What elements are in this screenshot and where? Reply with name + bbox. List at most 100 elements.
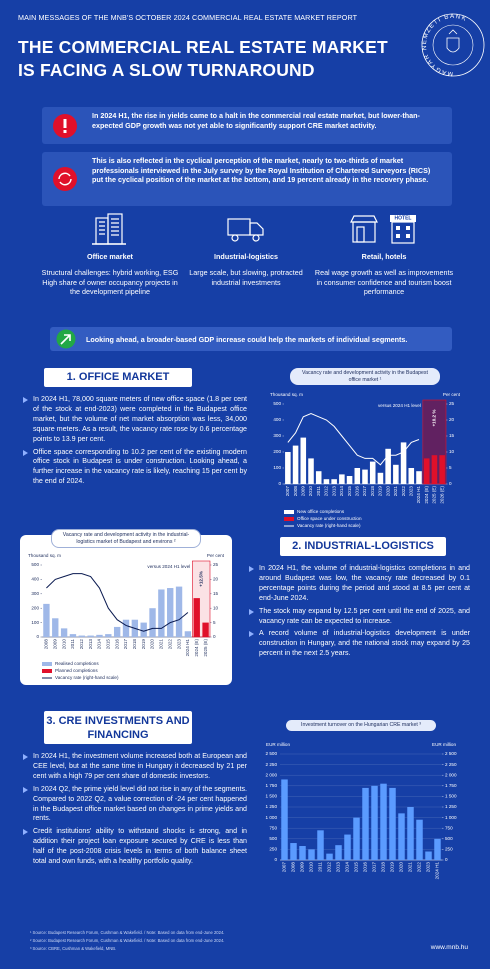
x-tick-label: 2015 bbox=[106, 639, 111, 650]
bar bbox=[331, 479, 337, 484]
y2-axis-label: Per cent bbox=[207, 553, 225, 558]
x-tick-label: 2020 bbox=[150, 639, 155, 650]
annotation-note: versus 2024 H1 level bbox=[378, 403, 421, 408]
segment-text: Structural challenges: hybrid working, E… bbox=[41, 268, 179, 297]
y-axis-label: Thousand sq. m bbox=[270, 392, 303, 397]
legend-label: Office space under construction bbox=[297, 516, 362, 521]
segment-title: Office market bbox=[87, 252, 133, 261]
bar bbox=[385, 448, 391, 484]
x-tick-label: 2008 bbox=[44, 639, 49, 650]
bar bbox=[377, 472, 384, 484]
bar bbox=[292, 445, 299, 484]
hotel-sign: HOTEL bbox=[395, 216, 412, 222]
bar bbox=[400, 442, 407, 484]
x-tick-label: 2024 H1 bbox=[185, 639, 190, 657]
chart-canvas: EUR million EUR million 0 250 500 750 1 000 1 2… bbox=[266, 742, 457, 880]
growth-icon bbox=[56, 329, 76, 349]
x-tick-label: 2008 bbox=[293, 486, 298, 497]
y-tick-label: 2 500 bbox=[266, 751, 278, 756]
bullet-list: In 2024 H1, the investment volume increa… bbox=[22, 752, 247, 870]
legend-label: Vacancy rate (right-hand scale) bbox=[55, 675, 119, 680]
segment: Industrial-logistics Large scale, but sl… bbox=[176, 252, 316, 287]
legend-label: New office completions bbox=[297, 509, 345, 514]
x-tick-label: 2010 bbox=[309, 862, 314, 873]
y-tick-label: 400 bbox=[273, 417, 281, 422]
bullet-list: In 2024 H1, 78,000 square meters of new … bbox=[22, 395, 247, 490]
segment-title: Retail, hotels bbox=[361, 252, 407, 261]
bar bbox=[193, 598, 200, 637]
bar bbox=[434, 838, 441, 860]
y2-tick-label: 5 bbox=[449, 465, 452, 470]
y-tick-label: 200 bbox=[31, 605, 39, 610]
x-tick-label: 2020 bbox=[385, 486, 390, 497]
footnote: ² Source: Budapest Research Forum, Cushm… bbox=[30, 938, 225, 943]
y-tick-label: 200 bbox=[273, 449, 281, 454]
message: In 2024 H1, the rise in yields came to a… bbox=[92, 111, 420, 130]
x-tick-label: 2018 bbox=[132, 639, 137, 650]
y-tick-label: 0 bbox=[278, 481, 281, 486]
bar bbox=[398, 813, 405, 860]
bar bbox=[140, 622, 147, 637]
x-tick-label: 2018 bbox=[370, 486, 375, 497]
segment-text: Real wage growth as well as improvements… bbox=[314, 268, 454, 297]
segment-title: Industrial-logistics bbox=[214, 252, 278, 261]
bar bbox=[202, 622, 209, 637]
bar bbox=[158, 589, 165, 637]
industrial-chart: Vacancy rate and development activity in… bbox=[20, 529, 232, 685]
y-tick-label: 2 250 bbox=[266, 762, 278, 767]
office-chart: Vacancy rate and development activity in… bbox=[262, 366, 468, 538]
bar bbox=[369, 461, 376, 484]
bar bbox=[371, 785, 378, 860]
y-tick-label: 300 bbox=[31, 591, 39, 596]
footnote: ³ Source: CBRE, Cushman & Wakefield, MNB… bbox=[30, 946, 117, 951]
bar bbox=[300, 437, 307, 484]
bar bbox=[285, 452, 291, 484]
x-tick-label: 2007 bbox=[285, 486, 290, 497]
section-heading: 1. OFFICE MARKET bbox=[44, 368, 192, 387]
x-tick-label: 2010 bbox=[308, 486, 313, 497]
bar bbox=[362, 787, 369, 860]
y2-tick-label: 20 bbox=[449, 417, 455, 422]
bullet-list: In 2024 H1, the volume of industrial-log… bbox=[248, 564, 470, 662]
y-tick-label: 0 bbox=[36, 634, 39, 639]
y2-tick-label: 20 bbox=[213, 577, 219, 582]
bullet: A record volume of industrial-logistics … bbox=[248, 629, 470, 659]
bar bbox=[407, 807, 414, 860]
bullet: In 2024 Q2, the prime yield level did no… bbox=[22, 785, 247, 825]
bar bbox=[167, 588, 174, 637]
x-tick-label: 2024 H1 bbox=[435, 862, 440, 880]
footnote: ¹ Source: Budapest Research Forum, Cushm… bbox=[30, 930, 225, 935]
bar bbox=[315, 471, 322, 484]
y-tick-label: 1 250 bbox=[266, 804, 278, 809]
x-tick-label: 2012 bbox=[324, 486, 329, 497]
y2-tick-label: 500 bbox=[445, 836, 453, 841]
bar bbox=[87, 635, 94, 637]
message: This is also reflected in the cyclical p… bbox=[92, 156, 431, 185]
y-tick-label: 1 000 bbox=[266, 815, 278, 820]
website: www.mnb.hu bbox=[430, 944, 468, 951]
bar bbox=[423, 458, 430, 484]
x-tick-label: 2011 bbox=[70, 639, 75, 649]
bar bbox=[344, 834, 351, 860]
bar bbox=[408, 468, 415, 484]
retail-hotel-icon: HOTEL bbox=[350, 215, 416, 244]
logo: MAGYAR NEMZETI BANK bbox=[421, 13, 485, 77]
x-tick-label: 2016 bbox=[114, 639, 119, 650]
x-tick-label: 2015 bbox=[354, 862, 359, 873]
outlook-text: Looking ahead, a broader-based GDP incre… bbox=[86, 335, 408, 344]
bar bbox=[69, 634, 77, 637]
x-tick-label: 2018 bbox=[381, 862, 386, 873]
y2-tick-label: 1 000 bbox=[445, 815, 457, 820]
section-heading: 3. CRE INVESTMENTS AND FINANCING bbox=[44, 711, 192, 744]
bar bbox=[60, 628, 68, 637]
x-tick-label: 2014 bbox=[97, 639, 102, 650]
x-tick-label: 2012 bbox=[327, 862, 332, 873]
y2-tick-label: 1 250 bbox=[445, 804, 457, 809]
y-tick-label: 300 bbox=[273, 433, 281, 438]
bar bbox=[308, 458, 314, 484]
x-tick-label: 2021 bbox=[159, 639, 164, 650]
message-box: This is also reflected in the cyclical p… bbox=[42, 152, 452, 206]
x-tick-label: 2019 bbox=[378, 486, 383, 497]
x-tick-label: 2019 bbox=[390, 862, 395, 873]
x-tick-label: 2021 bbox=[408, 862, 413, 873]
